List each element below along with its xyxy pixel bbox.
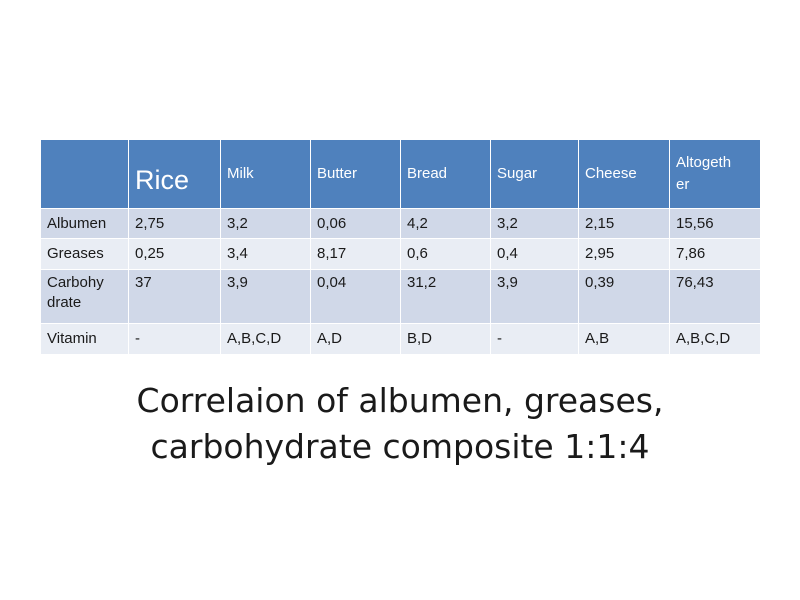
- row-label: Albumen: [40, 208, 129, 239]
- table-row: Albumen 2,75 3,2 0,06 4,2 3,2 2,15 15,56: [40, 208, 761, 239]
- header-bread: Bread: [400, 139, 491, 209]
- table-cell: 3,9: [490, 269, 579, 324]
- table-cell: A,B,C,D: [220, 323, 311, 355]
- table-cell: 7,86: [669, 238, 761, 270]
- slide-caption: Correlaion of albumen, greases, carbohyd…: [40, 378, 760, 470]
- table-cell: -: [128, 323, 221, 355]
- header-milk: Milk: [220, 139, 311, 209]
- header-sugar: Sugar: [490, 139, 579, 209]
- table-cell: 15,56: [669, 208, 761, 239]
- table-cell: A,D: [310, 323, 401, 355]
- table-cell: 2,95: [578, 238, 670, 270]
- caption-line-2: carbohydrate composite 1:1:4: [150, 427, 650, 466]
- table-cell: 3,2: [220, 208, 311, 239]
- table-cell: 76,43: [669, 269, 761, 324]
- table-row: Carbohy drate 37 3,9 0,04 31,2 3,9 0,39 …: [40, 269, 761, 324]
- table-cell: 0,04: [310, 269, 401, 324]
- table-cell: A,B,C,D: [669, 323, 761, 355]
- table-cell: 3,4: [220, 238, 311, 270]
- table-cell: 37: [128, 269, 221, 324]
- table-cell: 0,06: [310, 208, 401, 239]
- table-cell: 8,17: [310, 238, 401, 270]
- caption-line-1: Correlaion of albumen, greases,: [136, 381, 664, 420]
- table-row: Greases 0,25 3,4 8,17 0,6 0,4 2,95 7,86: [40, 238, 761, 270]
- table-cell: 2,75: [128, 208, 221, 239]
- nutrition-table: Rice Milk Butter Bread Sugar Cheese Alto…: [40, 139, 761, 355]
- header-butter: Butter: [310, 139, 401, 209]
- table-row: Vitamin - A,B,C,D A,D B,D - A,B A,B,C,D: [40, 323, 761, 355]
- table-cell: A,B: [578, 323, 670, 355]
- header-cheese: Cheese: [578, 139, 670, 209]
- table-cell: -: [490, 323, 579, 355]
- table-cell: 0,39: [578, 269, 670, 324]
- table-cell: 3,9: [220, 269, 311, 324]
- header-corner: [40, 139, 129, 209]
- table-cell: B,D: [400, 323, 491, 355]
- header-rice: Rice: [128, 139, 221, 209]
- table-cell: 4,2: [400, 208, 491, 239]
- table-cell: 2,15: [578, 208, 670, 239]
- row-label: Greases: [40, 238, 129, 270]
- table-header-row: Rice Milk Butter Bread Sugar Cheese Alto…: [40, 139, 761, 209]
- table-cell: 3,2: [490, 208, 579, 239]
- table-cell: 0,4: [490, 238, 579, 270]
- table-cell: 0,25: [128, 238, 221, 270]
- table-cell: 0,6: [400, 238, 491, 270]
- header-altogether: Altogeth er: [669, 139, 761, 209]
- row-label: Carbohy drate: [40, 269, 129, 324]
- table-cell: 31,2: [400, 269, 491, 324]
- row-label: Vitamin: [40, 323, 129, 355]
